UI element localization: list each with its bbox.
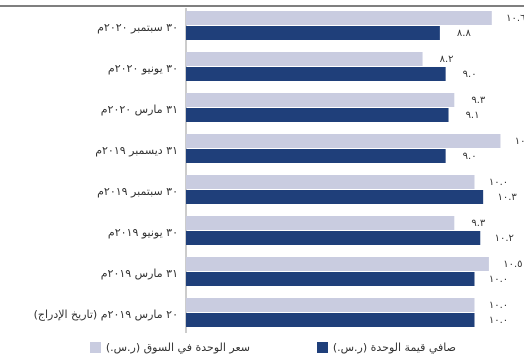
legend-item-net-asset-value: صافي قيمة الوحدة (ر.س.) bbox=[316, 341, 456, 354]
bar-market-price bbox=[186, 11, 492, 25]
data-label-net-asset-value: ١٠.٠ bbox=[489, 315, 508, 326]
category-label: ٣٠ يونيو ٢٠٢٠م bbox=[108, 62, 178, 75]
bar-market-price bbox=[186, 134, 501, 148]
data-label-market-price: ١٠.٥ bbox=[503, 259, 522, 270]
legend-label-market-price: سعر الوحدة في السوق (ر.س.) bbox=[105, 341, 250, 354]
data-label-net-asset-value: ٩.٠ bbox=[463, 69, 477, 80]
data-label-net-asset-value: ٨.٨ bbox=[457, 28, 472, 39]
legend-swatch-market-price bbox=[89, 342, 101, 353]
bar-market-price bbox=[186, 257, 489, 271]
legend-label-net-asset-value: صافي قيمة الوحدة (ر.س.) bbox=[332, 341, 456, 354]
bar-market-price bbox=[186, 216, 455, 230]
bar-market-price bbox=[186, 298, 475, 312]
category-label: ٣٠ سبتمبر ٢٠١٩م bbox=[97, 185, 178, 198]
data-label-net-asset-value: ٩.٠ bbox=[463, 151, 477, 162]
legend-item-market-price: سعر الوحدة في السوق (ر.س.) bbox=[89, 341, 250, 354]
data-label-market-price: ١٠.٠ bbox=[489, 177, 508, 188]
data-label-market-price: ٩.٣ bbox=[471, 95, 486, 106]
bars-layer: ٣٠ سبتمبر ٢٠٢٠م ١٠.٦ ٨.٨ ٣٠ يونيو ٢٠٢٠م ٨.٢ ٩… bbox=[34, 11, 524, 327]
bar-net-asset-value bbox=[186, 190, 484, 204]
category-label: ٢٠ مارس ٢٠١٩م (تاريخ الإدراج) bbox=[34, 308, 178, 321]
bar-net-asset-value bbox=[186, 313, 475, 327]
bar-net-asset-value bbox=[186, 67, 446, 81]
data-label-market-price: ١٠.٩ bbox=[515, 136, 524, 147]
bar-chart: ٣٠ سبتمبر ٢٠٢٠م ١٠.٦ ٨.٨ ٣٠ يونيو ٢٠٢٠م ٨.٢ ٩… bbox=[0, 5, 524, 333]
data-label-net-asset-value: ٩.١ bbox=[466, 110, 480, 121]
data-label-market-price: ١٠.٠ bbox=[489, 300, 508, 311]
bar-net-asset-value bbox=[186, 26, 440, 40]
category-label: ٣١ ديسمبر ٢٠١٩م bbox=[95, 144, 178, 157]
bar-market-price bbox=[186, 175, 475, 189]
data-label-net-asset-value: ١٠.٢ bbox=[495, 233, 514, 244]
category-label: ٣١ مارس ٢٠٢٠م bbox=[101, 103, 178, 116]
bar-market-price bbox=[186, 93, 455, 107]
data-label-market-price: ١٠.٦ bbox=[506, 13, 524, 24]
category-label: ٣١ مارس ٢٠١٩م bbox=[101, 267, 178, 280]
bar-net-asset-value bbox=[186, 108, 449, 122]
bar-net-asset-value bbox=[186, 149, 446, 163]
data-label-market-price: ٨.٢ bbox=[440, 54, 454, 65]
category-label: ٣٠ يونيو ٢٠١٩م bbox=[108, 226, 178, 239]
category-label: ٣٠ سبتمبر ٢٠٢٠م bbox=[97, 21, 178, 34]
data-label-market-price: ٩.٣ bbox=[471, 218, 486, 229]
bar-market-price bbox=[186, 52, 423, 66]
data-label-net-asset-value: ١٠.٣ bbox=[498, 192, 518, 203]
data-label-net-asset-value: ١٠.٠ bbox=[489, 274, 508, 285]
bar-net-asset-value bbox=[186, 272, 475, 286]
legend-swatch-net-asset-value bbox=[316, 342, 328, 353]
bar-net-asset-value bbox=[186, 231, 481, 245]
chart-legend: صافي قيمة الوحدة (ر.س.) سعر الوحدة في ال… bbox=[0, 341, 524, 359]
